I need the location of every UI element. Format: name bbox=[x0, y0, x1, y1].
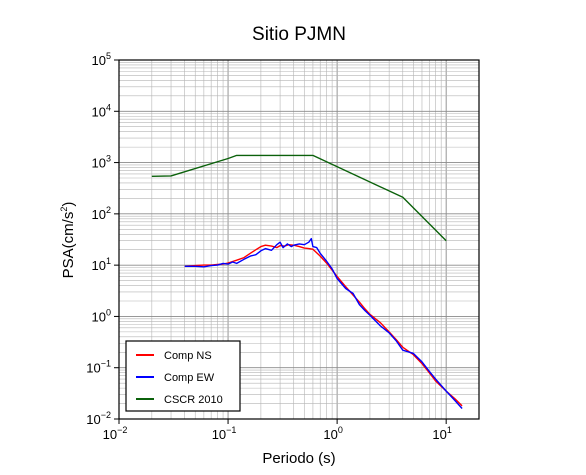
x-tick-label: 100 bbox=[323, 425, 342, 442]
y-tick-label: 10−2 bbox=[86, 410, 111, 427]
y-axis-label-close: ) bbox=[60, 202, 77, 207]
y-tick-label: 100 bbox=[92, 307, 111, 324]
plot-frame bbox=[118, 59, 480, 420]
x-axis-label: Periodo (s) bbox=[262, 450, 335, 467]
grid bbox=[118, 59, 480, 420]
y-axis-label-base: PSA(cm/s bbox=[60, 212, 77, 279]
ticks: 10−2 10−1 100 101 10−2 10−1 100 101 102 103 104 105 bbox=[86, 51, 452, 442]
series-line-1 bbox=[184, 243, 463, 407]
y-tick-label: 105 bbox=[92, 51, 111, 68]
legend-label-2: Comp EW bbox=[164, 372, 215, 384]
series-line-2 bbox=[184, 237, 463, 409]
legend-label-3: CSCR 2010 bbox=[164, 394, 223, 406]
chart-title: Sitio PJMN bbox=[252, 24, 346, 45]
y-axis-label-sup: 2 bbox=[59, 207, 69, 212]
x-tick-label: 10−1 bbox=[212, 425, 237, 442]
y-tick-label: 103 bbox=[92, 154, 111, 171]
legend-label-1: Comp NS bbox=[164, 350, 212, 362]
x-tick-label: 10−2 bbox=[103, 425, 128, 442]
y-tick-label: 102 bbox=[92, 205, 111, 222]
y-axis-label: PSA(cm/s2) bbox=[59, 202, 77, 279]
y-tick-label: 101 bbox=[92, 256, 111, 273]
y-tick-label: 10−1 bbox=[86, 359, 111, 376]
legend: Comp NS Comp EW CSCR 2010 bbox=[125, 340, 241, 412]
series-layer bbox=[151, 154, 463, 409]
series-line-3 bbox=[151, 154, 447, 242]
x-tick-label: 101 bbox=[432, 425, 451, 442]
y-tick-label: 104 bbox=[92, 102, 111, 119]
